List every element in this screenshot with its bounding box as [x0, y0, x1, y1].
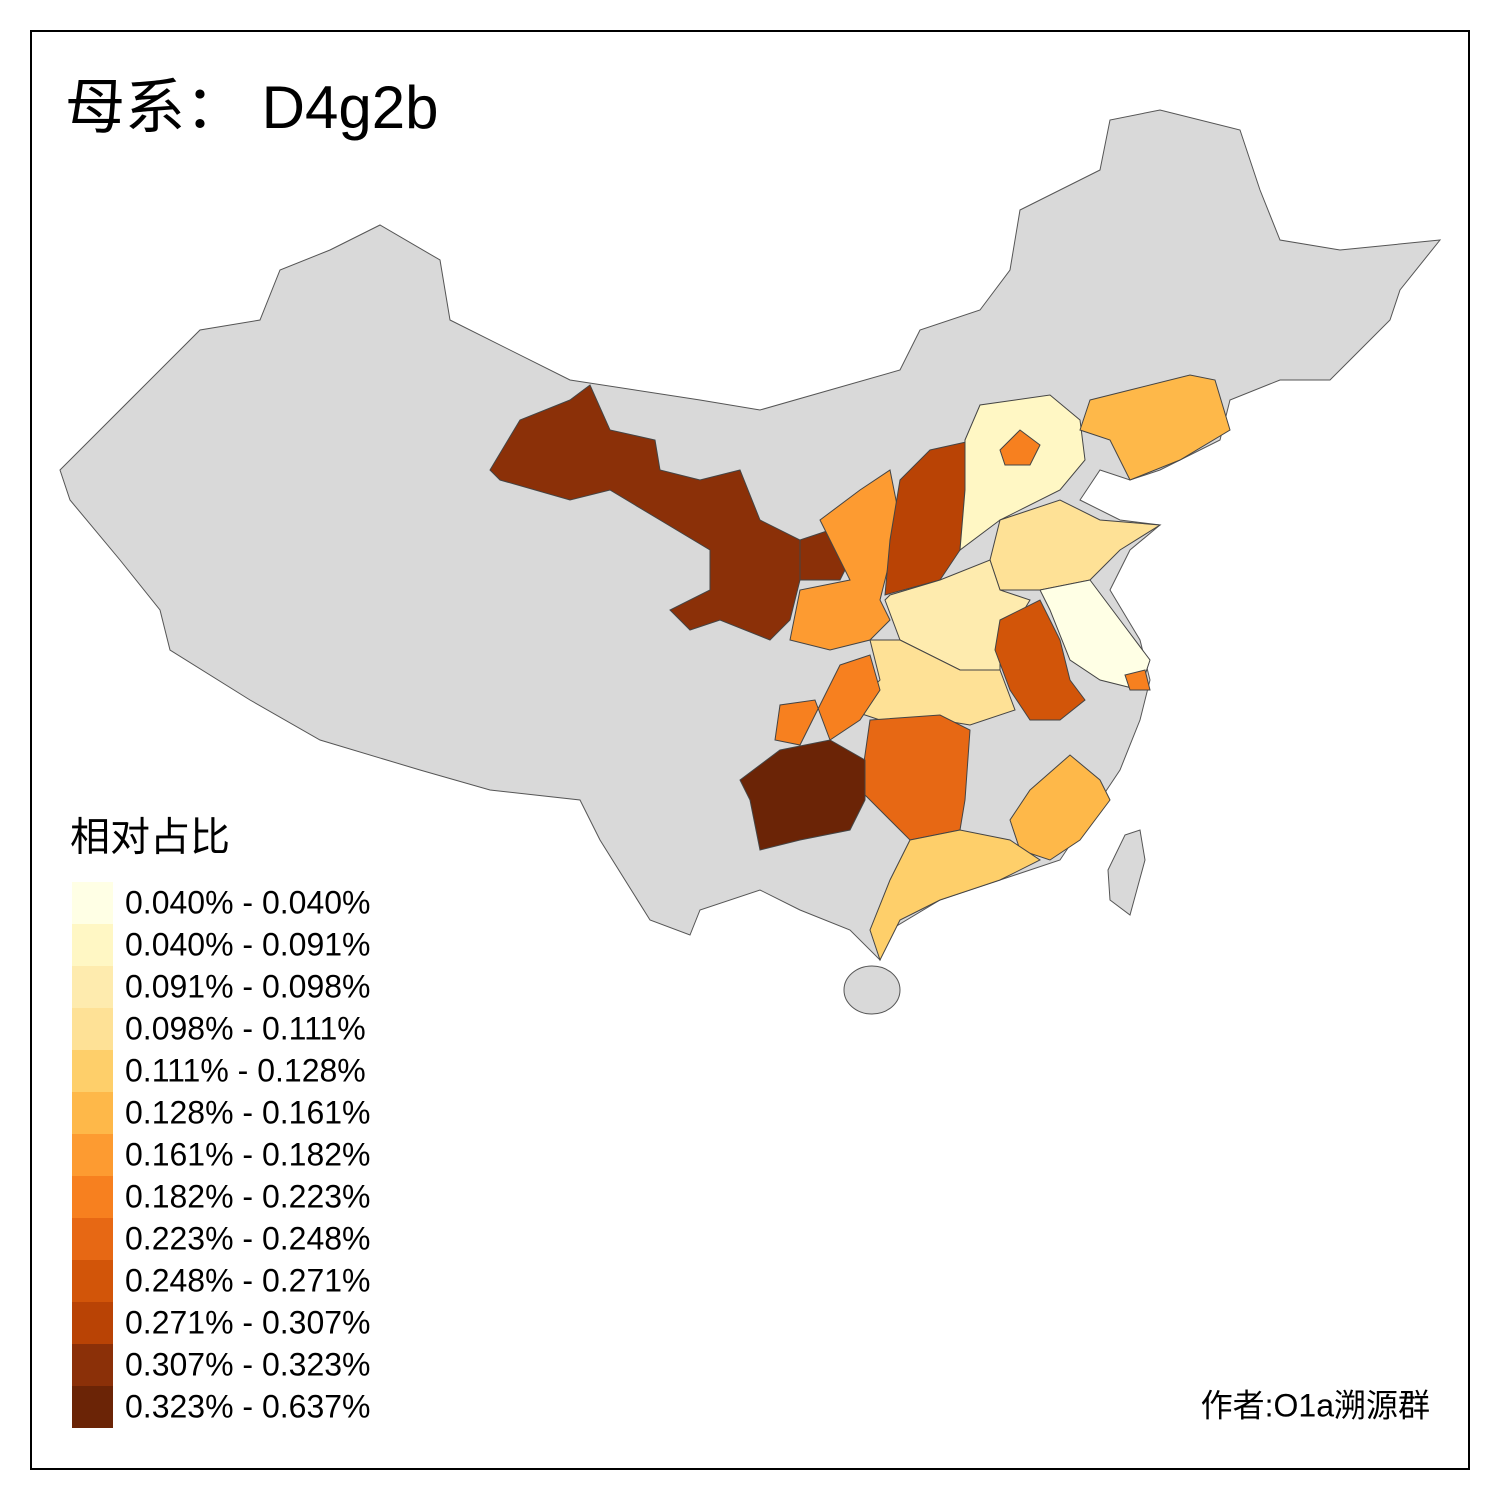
province — [999, 429, 1041, 466]
island — [843, 965, 901, 1015]
legend-label: 0.128% - 0.161% — [125, 1094, 371, 1130]
legend-swatch — [72, 1218, 113, 1260]
province — [789, 469, 901, 651]
provinces — [489, 374, 1231, 962]
legend-label: 0.040% - 0.040% — [125, 884, 371, 920]
island — [1107, 829, 1146, 916]
legend-swatch — [72, 1260, 113, 1302]
legend-title: 相对占比 — [70, 816, 230, 860]
province — [869, 829, 1041, 962]
legend-label: 0.111% - 0.128% — [125, 1052, 366, 1088]
province — [774, 654, 881, 746]
legend-swatch — [72, 1050, 113, 1092]
legend-swatch — [72, 1092, 113, 1134]
legend-label: 0.223% - 0.248% — [125, 1220, 371, 1256]
province — [994, 599, 1086, 721]
legend-label: 0.098% - 0.111% — [125, 1010, 366, 1046]
legend-swatch — [72, 924, 113, 966]
legend-label: 0.323% - 0.637% — [125, 1388, 371, 1424]
legend-label: 0.248% - 0.271% — [125, 1262, 371, 1298]
legend-label: 0.182% - 0.223% — [125, 1178, 371, 1214]
legend-swatch — [72, 1008, 113, 1050]
legend-label: 0.161% - 0.182% — [125, 1136, 371, 1172]
legend-swatch — [72, 1344, 113, 1386]
legend-swatch — [72, 1176, 113, 1218]
province — [1009, 754, 1111, 861]
province — [739, 739, 866, 851]
legend-swatch — [72, 882, 113, 924]
legend-swatch — [72, 966, 113, 1008]
province — [1079, 374, 1231, 481]
legend-swatch — [72, 1134, 113, 1176]
legend-swatch — [72, 1302, 113, 1344]
legend: 0.040% - 0.040% 0.040% - 0.091% 0.091% - 0… — [72, 882, 371, 1428]
legend-label: 0.307% - 0.323% — [125, 1346, 371, 1382]
author-credit: 作者:O1a溯源群 — [1201, 1387, 1430, 1423]
legend-label: 0.271% - 0.307% — [125, 1304, 371, 1340]
legend-label: 0.040% - 0.091% — [125, 926, 371, 962]
map-title: 母系： D4g2b — [65, 74, 438, 141]
province — [489, 384, 801, 641]
legend-swatch — [72, 1386, 113, 1428]
legend-label: 0.091% - 0.098% — [125, 968, 371, 1004]
province — [1124, 669, 1151, 691]
province — [959, 394, 1086, 552]
